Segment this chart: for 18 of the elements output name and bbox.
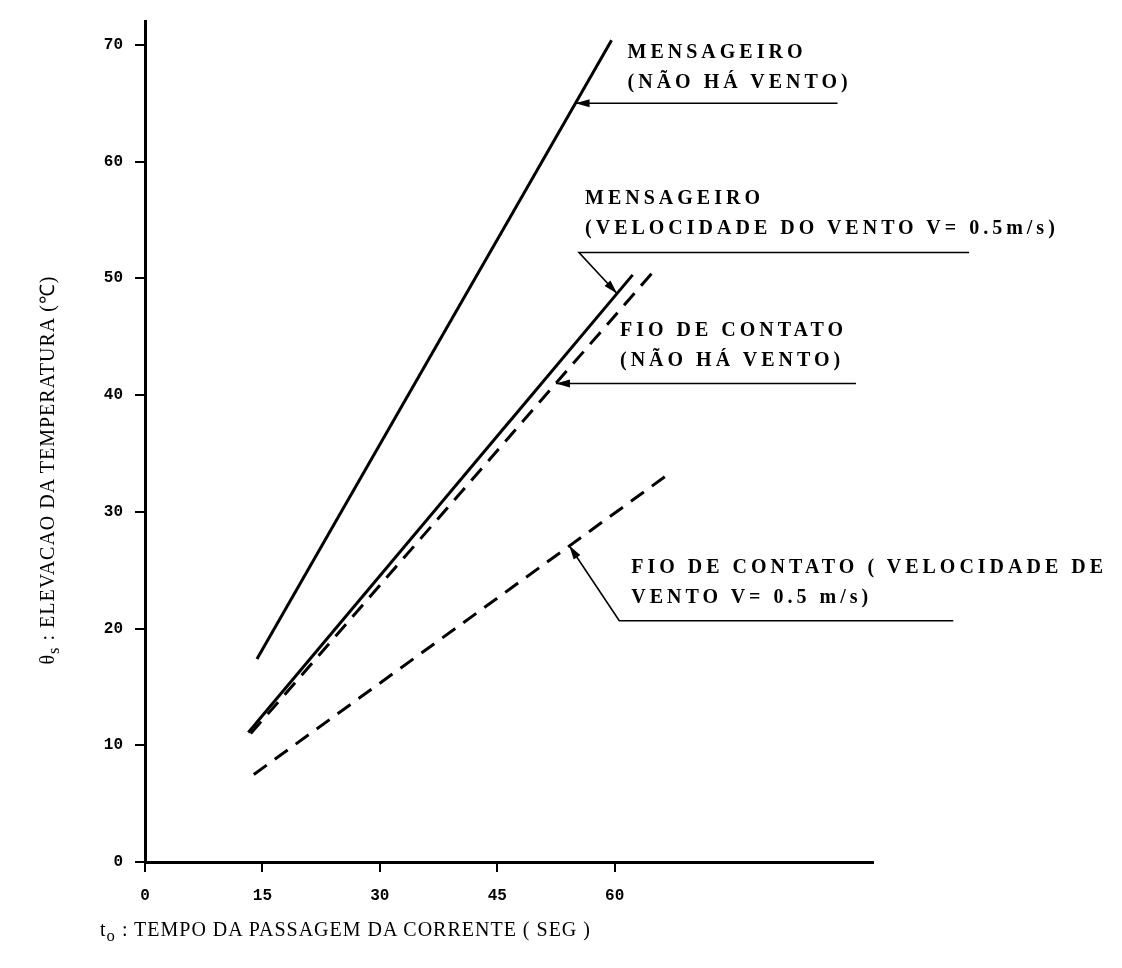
- y-tick-label: 10: [103, 736, 123, 755]
- x-tick-label: 60: [605, 886, 625, 905]
- annotation: MENSAGEIRO (NÃO HÁ VENTO): [627, 40, 852, 94]
- annotation: FIO DE CONTATO (NÃO HÁ VENTO): [619, 318, 848, 372]
- y-tick-label: 70: [103, 35, 123, 54]
- y-tick-label: 60: [103, 152, 123, 171]
- y-tick-label: 20: [103, 619, 123, 638]
- y-tick-label: 0: [113, 853, 123, 872]
- y-tick-label: 50: [103, 269, 123, 288]
- x-tick-label: 15: [252, 886, 273, 905]
- x-tick-label: 45: [487, 886, 507, 905]
- x-tick-label: 30: [370, 886, 390, 905]
- annotation: MENSAGEIRO (VELOCIDADE DO VENTO V= 0.5m/s): [585, 185, 1059, 239]
- x-axis-title: t$_{o}$ : TEMPO DA PASSAGEM DA CORRENTE ( SEG ): [100, 918, 591, 946]
- y-tick-label: 30: [103, 502, 123, 521]
- x-tick-label: 0: [140, 886, 150, 905]
- annotation: FIO DE CONTATO ( VELOCIDADE DE VENTO V= 0.5 m/s): [631, 554, 1108, 608]
- y-tick-label: 40: [103, 386, 123, 405]
